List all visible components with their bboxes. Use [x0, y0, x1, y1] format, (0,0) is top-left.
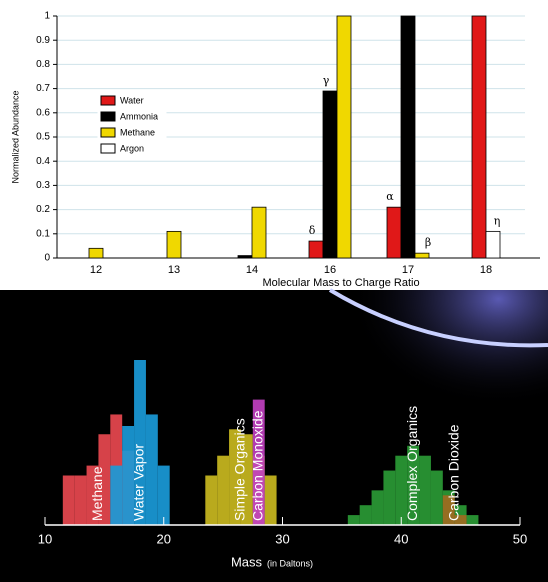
mass-chart: Methane Water Vapor Simple Organics Carbon … — [38, 360, 527, 569]
y-tick-label: 0.4 — [36, 156, 50, 167]
bar — [88, 247, 104, 259]
annotation: β — [425, 236, 431, 249]
legend-label: Argon — [120, 143, 144, 153]
x-tick-label: 13 — [168, 264, 180, 276]
top-panel — [0, 0, 548, 290]
annotation: δ — [309, 224, 316, 237]
column — [217, 455, 230, 525]
column — [229, 429, 241, 525]
x-tick-label: 40 — [394, 531, 408, 546]
column — [347, 515, 360, 525]
bar — [386, 206, 402, 259]
y-axis-label: Normalized Abundance — [10, 90, 20, 183]
column — [359, 505, 372, 525]
y-tick-label: 0.1 — [36, 228, 50, 239]
x-tick-label: 18 — [480, 264, 492, 276]
planet-limb — [328, 288, 548, 348]
series-label: Methane — [89, 466, 105, 521]
y-tick-label: 0.5 — [36, 132, 50, 143]
x-tick-label: 16 — [324, 264, 336, 276]
x-axis-note: (in Daltons) — [267, 558, 313, 568]
series-label: Water Vapor — [131, 444, 147, 521]
column — [407, 445, 420, 525]
series-label: Simple Organics — [232, 418, 248, 521]
legend-swatch — [100, 111, 116, 122]
column — [466, 515, 479, 525]
abundance-chart: 0 0.1 0.2 0.3 0.4 0.5 0.6 0.7 0.8 0.9 1 Normalized … — [10, 11, 540, 289]
legend-swatch — [100, 95, 116, 106]
column — [134, 360, 146, 525]
series-label: Carbon Monoxide — [249, 410, 265, 521]
y-tick-label: 1 — [44, 11, 50, 22]
y-tick-label: 0.8 — [36, 59, 50, 70]
y-tick-label: 0.6 — [36, 107, 50, 118]
column — [252, 399, 265, 525]
x-tick-label: 20 — [157, 531, 171, 546]
bar — [251, 206, 267, 259]
legend-swatch — [100, 143, 116, 154]
x-tick-label: 12 — [90, 264, 102, 276]
column — [264, 475, 277, 525]
bar — [336, 15, 352, 259]
annotation: γ — [323, 74, 330, 87]
x-tick-label: 10 — [38, 531, 52, 546]
column — [74, 475, 87, 525]
x-tick-label: 30 — [275, 531, 289, 546]
y-tick-label: 0.2 — [36, 204, 50, 215]
column — [122, 426, 135, 525]
bar — [400, 15, 416, 259]
column — [240, 434, 253, 525]
series-label: Carbon Dioxide — [445, 424, 461, 521]
column — [110, 465, 123, 525]
y-tick-label: 0.9 — [36, 35, 50, 46]
bar — [237, 255, 253, 259]
column — [383, 470, 396, 525]
column — [442, 495, 455, 525]
annotation: α — [386, 190, 394, 203]
column — [205, 475, 218, 525]
x-tick-label: 17 — [402, 264, 414, 276]
column — [98, 434, 111, 525]
column — [395, 455, 408, 525]
legend-label: Water — [120, 95, 144, 105]
bar — [485, 230, 501, 259]
column — [371, 490, 384, 525]
x-axis-label: Mass — [231, 554, 263, 569]
column — [157, 465, 170, 525]
annotation: η — [494, 214, 501, 227]
column — [86, 465, 99, 525]
x-tick-label: 14 — [246, 264, 258, 276]
x-tick-label: 50 — [513, 531, 527, 546]
bar — [166, 230, 182, 259]
y-tick-label: 0.7 — [36, 83, 50, 94]
bar — [471, 15, 487, 259]
bar — [322, 90, 338, 259]
column — [419, 455, 431, 525]
plume-glow — [300, 290, 548, 470]
legend-swatch — [100, 127, 116, 138]
bar — [414, 252, 430, 259]
column — [454, 515, 467, 525]
column — [430, 470, 443, 525]
series-label: Complex Organics — [404, 406, 420, 521]
bar — [308, 240, 324, 259]
legend-label: Ammonia — [120, 111, 158, 121]
y-tick-label: 0.3 — [36, 180, 50, 191]
x-axis-label: Molecular Mass to Charge Ratio — [262, 277, 419, 289]
column — [62, 475, 75, 525]
y-tick-label: 0 — [44, 253, 50, 264]
legend-label: Methane — [120, 127, 155, 137]
column — [145, 414, 158, 525]
